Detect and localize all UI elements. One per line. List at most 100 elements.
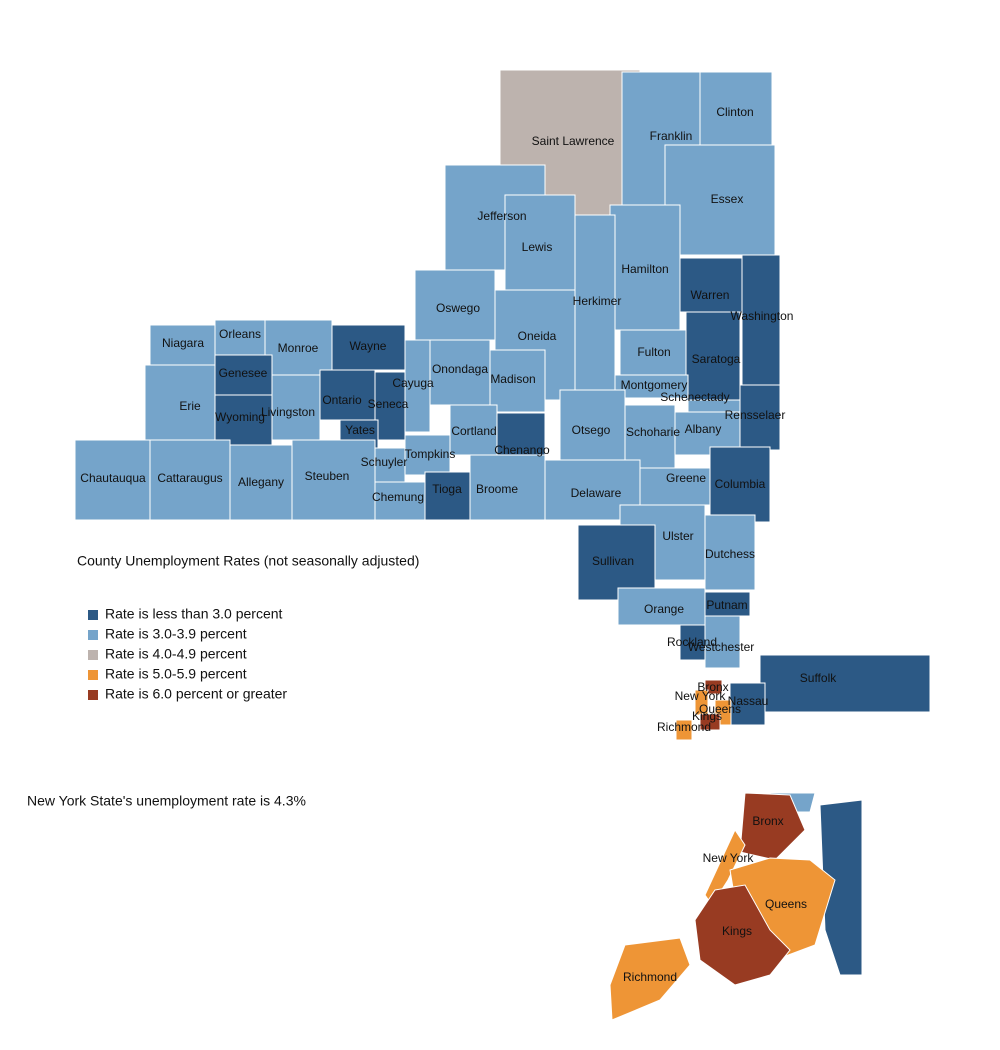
county xyxy=(331,324,406,371)
county-label: Schuyler xyxy=(361,455,408,469)
county-label: Schoharie xyxy=(626,425,680,439)
county-label: Wayne xyxy=(350,339,387,353)
county xyxy=(729,682,766,726)
county xyxy=(685,311,741,401)
county-label: Steuben xyxy=(305,469,350,483)
county-label: Yates xyxy=(345,423,375,437)
county-label: Otsego xyxy=(572,423,611,437)
county xyxy=(469,454,546,521)
county-label: Wyoming xyxy=(215,410,265,424)
county xyxy=(759,654,931,713)
legend-label: Rate is 6.0 percent or greater xyxy=(105,686,287,702)
statewide-note: New York State's unemployment rate is 4.… xyxy=(27,793,306,809)
county xyxy=(741,254,781,386)
county-label: Saint Lawrence xyxy=(532,134,615,148)
county-label: Madison xyxy=(490,372,535,386)
legend-swatch xyxy=(88,610,98,620)
legend-swatch xyxy=(88,690,98,700)
county-label: Lewis xyxy=(522,240,553,254)
county-label: Essex xyxy=(711,192,744,206)
county-label: Ulster xyxy=(662,529,693,543)
county xyxy=(489,349,546,413)
county xyxy=(271,374,321,441)
county-label: Broome xyxy=(476,482,518,496)
county-label: Oneida xyxy=(518,329,557,343)
county xyxy=(709,446,771,523)
county xyxy=(699,71,773,156)
county xyxy=(74,439,151,521)
county xyxy=(449,404,498,456)
legend-swatch xyxy=(88,670,98,680)
county-label: Richmond xyxy=(657,720,711,734)
county-label: Seneca xyxy=(368,397,409,411)
county-label: Queens xyxy=(699,702,741,716)
county xyxy=(319,369,376,421)
county xyxy=(699,713,721,731)
county-label: Putnam xyxy=(706,598,747,612)
county xyxy=(679,624,706,661)
county-label: Orange xyxy=(644,602,684,616)
county xyxy=(664,144,776,256)
inset-county-label: Kings xyxy=(722,924,752,938)
county-label: Columbia xyxy=(715,477,766,491)
county xyxy=(574,214,616,411)
county-label: Franklin xyxy=(650,129,693,143)
county-label: Saratoga xyxy=(692,352,741,366)
legend-label: Rate is 3.0-3.9 percent xyxy=(105,626,247,642)
county-label: Nassau xyxy=(728,694,769,708)
county-label: Herkimer xyxy=(573,294,622,308)
county-label: Cayuga xyxy=(392,376,434,390)
county-label: Ontario xyxy=(322,393,362,407)
inset-county-label: Queens xyxy=(765,897,807,911)
county xyxy=(149,439,231,521)
inset-county-label: New York xyxy=(703,851,755,865)
county-label: Monroe xyxy=(278,341,319,355)
county xyxy=(229,444,293,521)
legend-label: Rate is 5.0-5.9 percent xyxy=(105,666,247,682)
county-label: Montgomery xyxy=(621,378,688,392)
county xyxy=(739,384,781,451)
county xyxy=(679,257,743,313)
county xyxy=(291,439,376,521)
county-label: Erie xyxy=(179,399,201,413)
county-label: Hamilton xyxy=(621,262,668,276)
county-label: Suffolk xyxy=(800,671,837,685)
county-label: Delaware xyxy=(571,486,622,500)
county-label: Rockland xyxy=(667,635,717,649)
county xyxy=(214,394,273,446)
county xyxy=(704,514,756,591)
county xyxy=(704,679,723,695)
inset-county-label: Richmond xyxy=(623,970,677,984)
county xyxy=(704,615,741,669)
county xyxy=(639,467,711,506)
county-label: Cortland xyxy=(451,424,496,438)
county-label: Clinton xyxy=(716,105,753,119)
inset-county xyxy=(609,937,691,1021)
county-label: Tompkins xyxy=(405,447,456,461)
county-label: Sullivan xyxy=(592,554,634,568)
county-label: Chautauqua xyxy=(80,471,146,485)
county-label: Genesee xyxy=(219,366,268,380)
county xyxy=(144,364,216,441)
inset-county xyxy=(694,884,791,986)
county xyxy=(614,374,689,399)
legend-label: Rate is 4.0-4.9 percent xyxy=(105,646,247,662)
county-label: Onondaga xyxy=(432,362,488,376)
county xyxy=(214,319,266,356)
county xyxy=(624,404,676,469)
county-label: Livingston xyxy=(261,405,315,419)
county-label: Dutchess xyxy=(705,547,755,561)
county-label: Bronx xyxy=(697,680,728,694)
county-label: Cattaraugus xyxy=(157,471,222,485)
legend-swatch xyxy=(88,630,98,640)
county-label: New York xyxy=(675,689,727,703)
county-label: Albany xyxy=(685,422,722,436)
county-label: Orleans xyxy=(219,327,261,341)
county-label: Washington xyxy=(731,309,794,323)
county xyxy=(424,471,471,521)
county-label: Westchester xyxy=(688,640,754,654)
county-label: Niagara xyxy=(162,336,204,350)
county-label: Greene xyxy=(666,471,706,485)
county-label: Jefferson xyxy=(477,209,526,223)
